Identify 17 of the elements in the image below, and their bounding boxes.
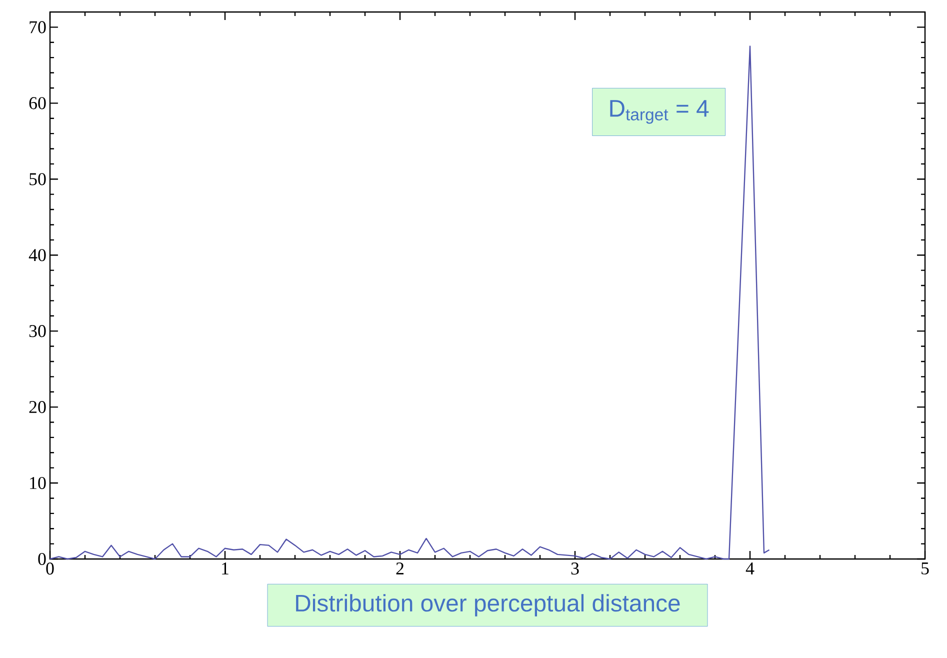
y-tick-label: 50 <box>30 173 46 186</box>
y-tick-label: 20 <box>29 401 46 414</box>
y-tick-label: 70 <box>30 21 46 34</box>
x-tick-label: 1 <box>222 562 228 574</box>
x-tick-label: 3 <box>571 562 579 575</box>
annotation: D$_{target}$ = 4 <box>610 100 709 124</box>
x-tick-label: 5 <box>922 562 929 574</box>
x-tick-label: 2 <box>396 562 404 574</box>
x-tick-label: 4 <box>746 562 754 574</box>
x-axis-title: Distribution over perceptual distance <box>296 594 680 616</box>
y-tick-label: 0 <box>38 552 46 566</box>
y-tick-label: 60 <box>29 97 46 110</box>
y-tick-label: 10 <box>30 476 46 490</box>
line-series <box>49 46 770 560</box>
x-tick-label: 0 <box>46 562 54 575</box>
y-tick-label: 30 <box>29 325 46 338</box>
y-tick-label: 40 <box>28 249 46 262</box>
